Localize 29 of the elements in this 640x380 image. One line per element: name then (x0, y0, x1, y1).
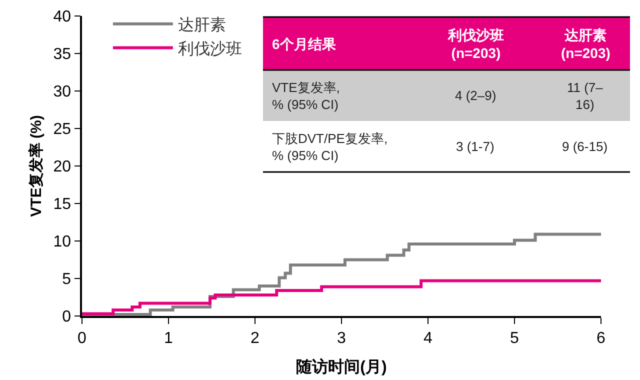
x-axis-title: 随访时间(月) (296, 357, 387, 376)
annotation: 9 (6-15) (562, 139, 608, 154)
y-tick-label: 35 (53, 46, 72, 64)
annotation: 3 (1-7) (456, 139, 494, 154)
y-tick-label: 0 (62, 308, 72, 326)
annotation: 4 (2–9) (455, 88, 496, 103)
x-tick-label: 1 (164, 330, 174, 347)
y-axis-title: VTE复发率 (%) (27, 115, 46, 217)
annotation: 11 (7– 16) (567, 80, 604, 112)
y-tick-label: 30 (53, 84, 72, 101)
annotation: 下肢DVT/PE复发率, % (95% CI) (272, 131, 388, 163)
x-tick-label: 5 (510, 330, 520, 347)
y-tick-label: 40 (53, 8, 72, 26)
y-tick-label: 10 (53, 234, 72, 251)
annotation: 达肝素 (n=203) (561, 27, 610, 62)
y-tick-label: 15 (53, 196, 72, 214)
y-tick-label: 20 (53, 158, 72, 176)
annotation: 利伐沙班 (n=203) (447, 27, 504, 62)
x-tick-label: 0 (78, 330, 87, 347)
x-tick-label: 4 (424, 330, 433, 347)
x-tick-label: 6 (596, 330, 606, 347)
x-tick-label: 2 (250, 330, 260, 347)
x-tick-label: 3 (337, 330, 346, 347)
y-tick-label: 25 (53, 121, 72, 138)
legend-label: 达肝素 (178, 16, 226, 34)
y-tick-label: 5 (62, 271, 72, 288)
annotation: 6个月结果 (272, 36, 337, 52)
annotation: VTE复发率, % (95% CI) (272, 80, 340, 112)
legend-label: 利伐沙班 (178, 40, 242, 58)
